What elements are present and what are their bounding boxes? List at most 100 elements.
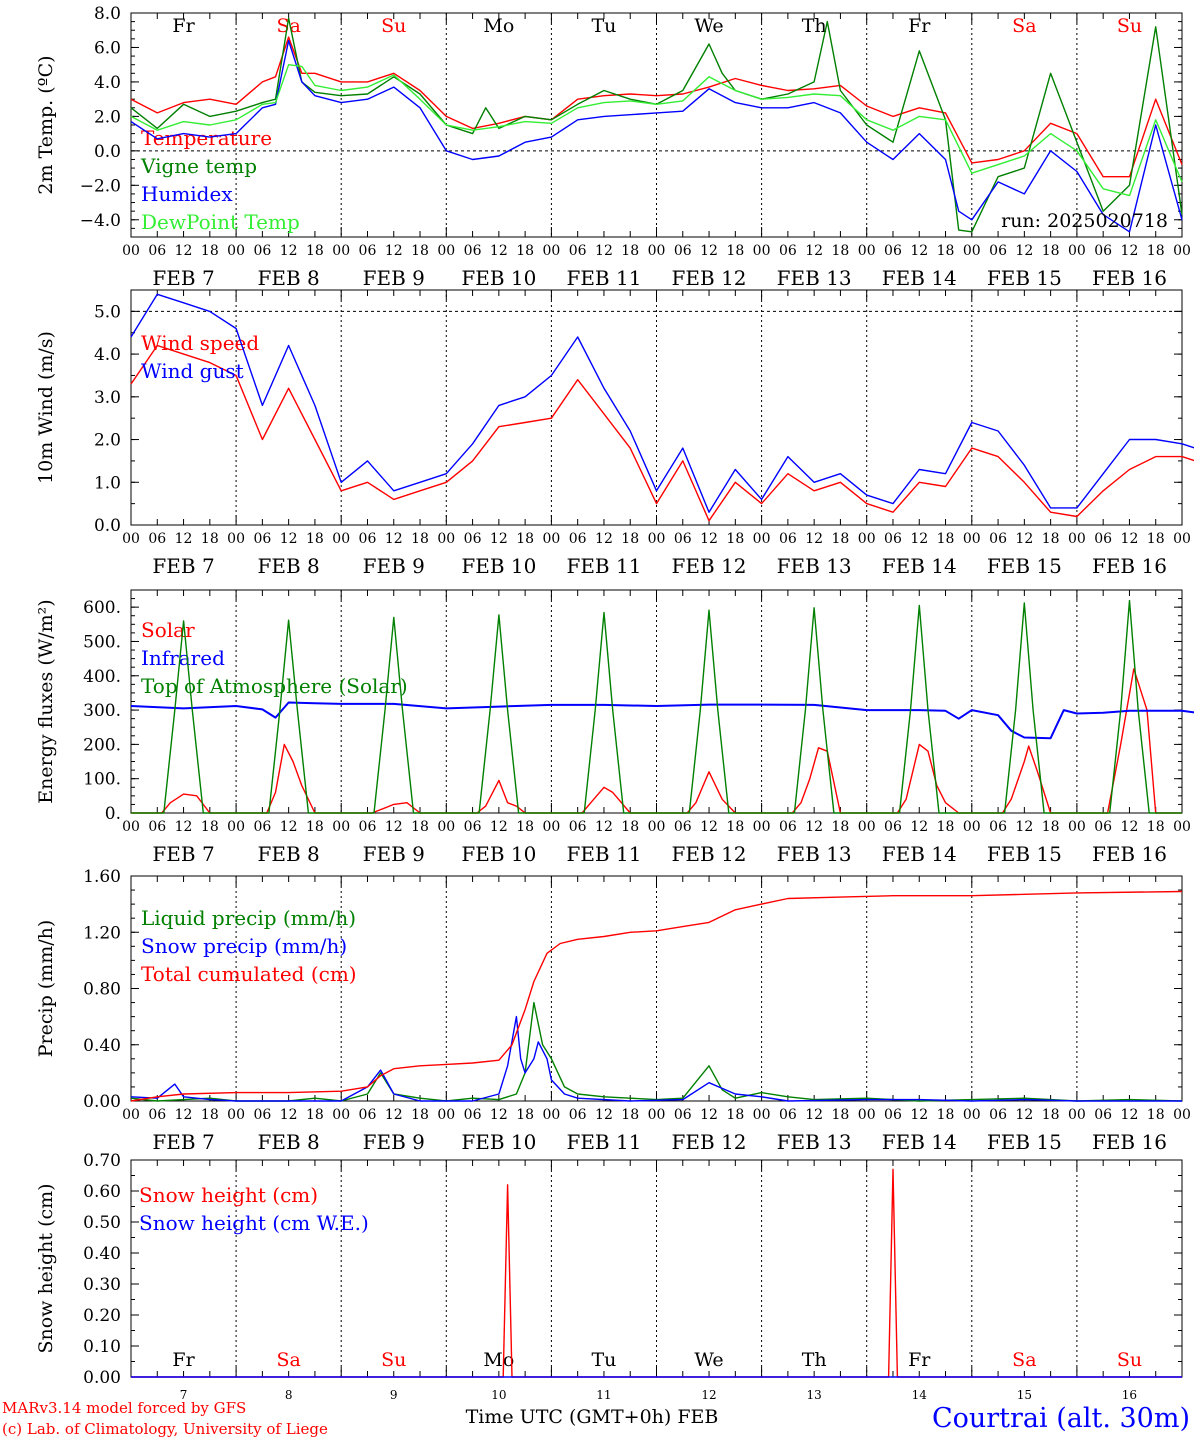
- hour-tick-label: 06: [148, 243, 166, 259]
- date-label: FEB 16: [1092, 842, 1167, 866]
- weekday-label: Su: [1117, 15, 1142, 37]
- hour-tick-label: 18: [306, 1107, 324, 1123]
- hour-tick-label: 06: [674, 531, 692, 547]
- legend-entry: Humidex: [141, 182, 233, 206]
- y-tick-label: 0.50: [83, 1213, 121, 1233]
- hour-tick-label: 12: [910, 243, 928, 259]
- y-tick-label: 2.0: [94, 431, 121, 451]
- day-number-label: 9: [390, 1388, 398, 1402]
- weekday-label: Sa: [1012, 15, 1036, 37]
- date-label: FEB 14: [882, 554, 957, 578]
- date-label: FEB 16: [1092, 266, 1167, 290]
- hour-tick-label: 00: [1068, 531, 1086, 547]
- hour-tick-label: 12: [280, 1107, 298, 1123]
- series-line-top-of-atmosphere-solar: [131, 599, 1182, 814]
- legend-entry: DewPoint Temp: [141, 210, 300, 234]
- day-number-label: 12: [701, 1388, 716, 1402]
- hour-tick-label: 12: [385, 531, 403, 547]
- weekday-label: Fr: [172, 1349, 195, 1371]
- y-tick-label: 0.60: [83, 1182, 121, 1202]
- y-tick-label: 400.: [83, 667, 121, 687]
- hour-tick-label: 18: [937, 1107, 955, 1123]
- hour-tick-label: 18: [306, 531, 324, 547]
- date-label: FEB 11: [566, 1130, 641, 1154]
- date-label: FEB 14: [882, 1130, 957, 1154]
- series-line-wind-speed: [130, 344, 1194, 522]
- hour-tick-label: 12: [1015, 531, 1033, 547]
- hour-tick-label: 18: [726, 819, 744, 835]
- date-label: FEB 13: [777, 266, 852, 290]
- hour-tick-label: 06: [359, 819, 377, 835]
- hour-tick-label: 00: [858, 531, 876, 547]
- hour-tick-label: 18: [1147, 531, 1165, 547]
- hour-tick-label: 12: [175, 1107, 193, 1123]
- date-label: FEB 12: [672, 554, 747, 578]
- hour-tick-label: 12: [385, 819, 403, 835]
- hour-tick-label: 00: [227, 243, 245, 259]
- hour-tick-label: 18: [516, 243, 534, 259]
- date-label: FEB 10: [461, 842, 536, 866]
- hour-tick-label: 18: [201, 819, 219, 835]
- weekday-label: Fr: [172, 15, 195, 37]
- hour-tick-label: 18: [621, 243, 639, 259]
- date-label: FEB 11: [566, 842, 641, 866]
- hour-tick-label: 12: [910, 1107, 928, 1123]
- hour-tick-label: 18: [1042, 819, 1060, 835]
- hour-tick-label: 12: [490, 819, 508, 835]
- y-tick-label: 1.0: [94, 473, 121, 493]
- hour-tick-label: 06: [569, 531, 587, 547]
- hour-tick-label: 00: [332, 1107, 350, 1123]
- weekday-label: Th: [802, 1349, 827, 1371]
- hour-tick-label: 00: [858, 819, 876, 835]
- y-tick-label: 1.60: [83, 867, 121, 887]
- y-tick-label: 0.80: [83, 980, 121, 1000]
- panel-5: 0.70 0.60 0.50 0.40 0.30 0.20 0.10 0.00 Snow hei…: [35, 1151, 1183, 1388]
- hour-tick-label: 00: [753, 1107, 771, 1123]
- hour-tick-label: 00: [227, 1107, 245, 1123]
- hour-tick-label: 12: [1015, 243, 1033, 259]
- day-number-label: 7: [180, 1388, 188, 1402]
- date-label: FEB 7: [152, 266, 214, 290]
- series-line-infrared: [130, 701, 1194, 740]
- hour-tick-label: 06: [1094, 819, 1112, 835]
- hour-tick-label: 12: [490, 1107, 508, 1123]
- hour-tick-label: 12: [280, 243, 298, 259]
- y-tick-label: 4.0: [94, 73, 121, 93]
- y-axis-label: Snow height (cm): [35, 1183, 57, 1353]
- y-tick-label: 3.0: [94, 388, 121, 408]
- hour-tick-label: 18: [621, 531, 639, 547]
- day-number-label: 14: [912, 1388, 928, 1402]
- hour-tick-label: 06: [674, 243, 692, 259]
- hour-tick-label: 12: [700, 531, 718, 547]
- y-tick-label: 0.0: [94, 516, 121, 536]
- station-name: Courtrai (alt. 30m): [932, 1403, 1190, 1434]
- hour-tick-label: 18: [516, 819, 534, 835]
- hour-tick-label: 12: [1121, 243, 1139, 259]
- hour-tick-label: 12: [910, 819, 928, 835]
- weekday-label: Tu: [591, 1349, 616, 1371]
- hour-tick-label: 00: [858, 1107, 876, 1123]
- legend-entry: Snow height (cm W.E.): [139, 1211, 369, 1235]
- date-label: FEB 15: [987, 1130, 1062, 1154]
- hour-tick-label: 06: [464, 243, 482, 259]
- hour-tick-label: 00: [122, 243, 140, 259]
- date-label: FEB 9: [363, 554, 425, 578]
- hour-tick-label: 00: [437, 819, 455, 835]
- hour-tick-label: 00: [858, 243, 876, 259]
- hour-tick-label: 18: [516, 1107, 534, 1123]
- day-number-label: 11: [596, 1388, 611, 1402]
- date-label: FEB 10: [461, 554, 536, 578]
- y-tick-label: −2.0: [80, 176, 121, 196]
- date-label: FEB 15: [987, 266, 1062, 290]
- date-label: FEB 11: [566, 266, 641, 290]
- weekday-label: Mo: [483, 15, 514, 37]
- date-label: FEB 14: [882, 266, 957, 290]
- weekday-label: Mo: [483, 1349, 514, 1371]
- weekday-label: Fr: [908, 15, 931, 37]
- hour-tick-label: 12: [280, 531, 298, 547]
- hour-tick-label: 00: [227, 531, 245, 547]
- series-line-liquid-precip-mm-h: [130, 1001, 1183, 1102]
- date-label: FEB 16: [1092, 554, 1167, 578]
- hour-tick-label: 06: [779, 243, 797, 259]
- hour-tick-label: 18: [516, 531, 534, 547]
